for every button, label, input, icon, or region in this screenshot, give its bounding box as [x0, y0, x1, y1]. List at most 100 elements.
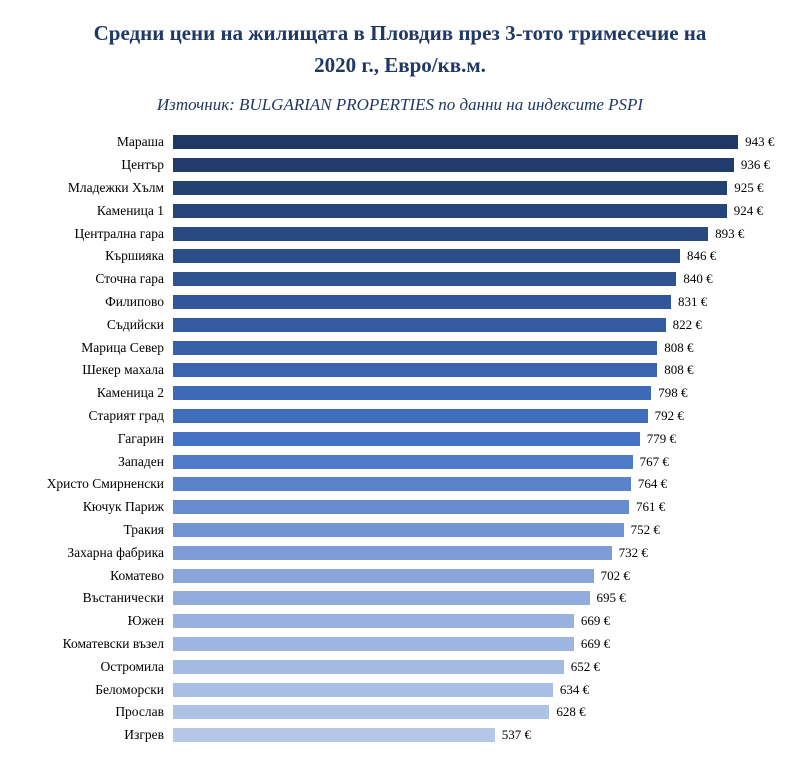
bar-row: Съдийски 822 € — [8, 313, 794, 336]
bar-row: Захарна фабрика 732 € — [8, 541, 794, 564]
bar-row: Марица Север 808 € — [8, 336, 794, 359]
category-label: Кършияка — [105, 248, 164, 264]
bar-track: 792 € — [173, 405, 794, 428]
bar-track: 537 € — [173, 724, 794, 747]
bar-row: Старият град 792 € — [8, 405, 794, 428]
bar-row: Южен 669 € — [8, 610, 794, 633]
value-label: 831 € — [677, 293, 708, 309]
bar-track: 702 € — [173, 564, 794, 587]
category-label: Коматево — [110, 567, 164, 583]
bar-row: Каменица 2 798 € — [8, 382, 794, 405]
bar — [173, 568, 594, 583]
category-label: Тракия — [123, 521, 164, 537]
bar-row: Изгрев 537 € — [8, 724, 794, 747]
bar — [173, 226, 709, 241]
bar — [173, 682, 553, 697]
bar — [173, 203, 727, 218]
bar-track: 732 € — [173, 541, 794, 564]
bar-track: 924 € — [173, 199, 794, 222]
value-label: 943 € — [745, 134, 775, 150]
bar-row: Прослав 628 € — [8, 701, 794, 724]
bar-track: 767 € — [173, 450, 794, 473]
category-label: Остромила — [100, 658, 164, 674]
bar — [173, 591, 590, 606]
bar-row: Коматево 702 € — [8, 564, 794, 587]
bar-track: 634 € — [173, 678, 794, 701]
bar — [173, 477, 631, 492]
bar-track: 798 € — [173, 382, 794, 405]
bar — [173, 249, 680, 264]
category-label: Каменица 1 — [96, 202, 164, 218]
bar-track: 846 € — [173, 245, 794, 268]
bar-row: Гагарин 779 € — [8, 427, 794, 450]
bar-track: 764 € — [173, 473, 794, 496]
value-label: 628 € — [556, 704, 586, 720]
bar — [173, 294, 671, 309]
bar-track: 808 € — [173, 359, 794, 382]
value-label: 761 € — [636, 499, 666, 515]
value-label: 634 € — [559, 681, 590, 697]
bar — [173, 614, 574, 629]
value-label: 537 € — [501, 727, 532, 743]
value-label: 925 € — [734, 179, 764, 195]
bar-row: Остромила 652 € — [8, 655, 794, 678]
bar — [173, 636, 574, 651]
value-label: 695 € — [596, 590, 626, 606]
category-label: Коматевски възел — [62, 635, 164, 651]
category-label: Младежки Хълм — [67, 179, 164, 195]
bar-row: Шекер махала 808 € — [8, 359, 794, 382]
value-label: 792 € — [654, 407, 684, 423]
value-label: 669 € — [580, 635, 611, 651]
bar — [173, 522, 624, 537]
bar — [173, 705, 550, 720]
bar-row: Беломорски 634 € — [8, 678, 794, 701]
value-label: 779 € — [646, 430, 677, 446]
bar-track: 822 € — [173, 313, 794, 336]
value-label: 893 € — [715, 225, 745, 241]
value-label: 752 € — [630, 521, 660, 537]
value-label: 798 € — [658, 385, 688, 401]
category-label: Захарна фабрика — [67, 544, 164, 560]
bar — [173, 431, 640, 446]
category-label: Западен — [118, 453, 164, 469]
bar — [173, 386, 652, 401]
bar — [173, 272, 677, 287]
bar — [173, 500, 630, 515]
value-label: 846 € — [686, 248, 717, 264]
bar-track: 752 € — [173, 519, 794, 542]
bar-track: 840 € — [173, 268, 794, 291]
value-label: 764 € — [637, 476, 668, 492]
bar-row: Западен 767 € — [8, 450, 794, 473]
bar-row: Коматевски възел 669 € — [8, 633, 794, 656]
bar — [173, 158, 734, 173]
category-label: Южен — [127, 613, 164, 629]
value-label: 936 € — [740, 157, 771, 173]
bar-row: Христо Смирненски 764 € — [8, 473, 794, 496]
bar-track: 669 € — [173, 633, 794, 656]
bar — [173, 340, 658, 355]
bar-row: Сточна гара 840 € — [8, 268, 794, 291]
category-label: Гагарин — [117, 430, 164, 446]
value-label: 808 € — [664, 339, 694, 355]
value-label: 808 € — [664, 362, 694, 378]
bar-track: 628 € — [173, 701, 794, 724]
bar — [173, 728, 495, 743]
bar-track: 943 € — [173, 131, 794, 154]
bar-track: 936 € — [173, 154, 794, 177]
bar-row: Кючук Париж 761 € — [8, 496, 794, 519]
bar — [173, 659, 564, 674]
category-label: Беломорски — [95, 681, 164, 697]
category-label: Съдийски — [106, 316, 164, 332]
category-label: Кючук Париж — [82, 499, 164, 515]
bar — [173, 454, 633, 469]
bar — [173, 180, 728, 195]
category-label: Христо Смирненски — [46, 476, 164, 492]
value-label: 822 € — [672, 316, 702, 332]
category-label: Изгрев — [124, 727, 164, 743]
category-label: Старият град — [88, 407, 165, 423]
category-label: Въстанически — [82, 590, 164, 606]
category-label: Мараша — [116, 134, 164, 150]
category-label: Център — [121, 157, 164, 173]
bar-row: Мараша 943 € — [8, 131, 794, 154]
bar — [173, 363, 658, 378]
